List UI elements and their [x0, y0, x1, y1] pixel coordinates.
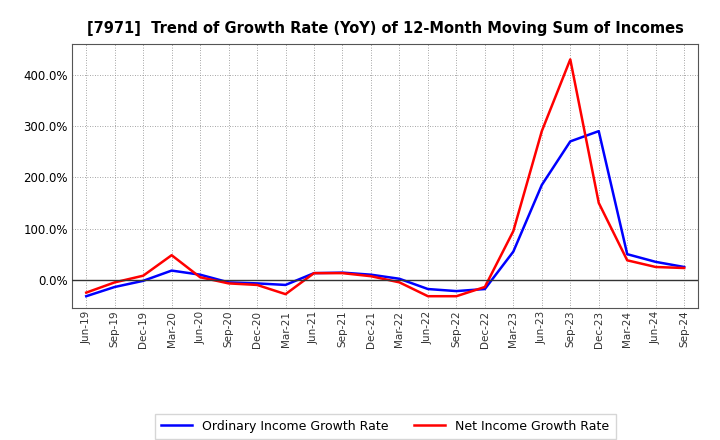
- Net Income Growth Rate: [652, 264, 660, 270]
- Net Income Growth Rate: [196, 275, 204, 280]
- Net Income Growth Rate: [480, 284, 489, 290]
- Net Income Growth Rate: [82, 290, 91, 295]
- Legend: Ordinary Income Growth Rate, Net Income Growth Rate: Ordinary Income Growth Rate, Net Income …: [155, 414, 616, 439]
- Net Income Growth Rate: [338, 271, 347, 276]
- Net Income Growth Rate: [509, 228, 518, 234]
- Net Income Growth Rate: [366, 274, 375, 279]
- Net Income Growth Rate: [566, 57, 575, 62]
- Net Income Growth Rate: [110, 280, 119, 285]
- Net Income Growth Rate: [452, 293, 461, 299]
- Ordinary Income Growth Rate: [509, 249, 518, 254]
- Ordinary Income Growth Rate: [196, 272, 204, 277]
- Ordinary Income Growth Rate: [282, 282, 290, 288]
- Net Income Growth Rate: [537, 128, 546, 134]
- Net Income Growth Rate: [253, 282, 261, 288]
- Net Income Growth Rate: [310, 271, 318, 276]
- Ordinary Income Growth Rate: [680, 264, 688, 270]
- Line: Ordinary Income Growth Rate: Ordinary Income Growth Rate: [86, 131, 684, 296]
- Net Income Growth Rate: [423, 293, 432, 299]
- Net Income Growth Rate: [595, 200, 603, 205]
- Ordinary Income Growth Rate: [110, 284, 119, 290]
- Ordinary Income Growth Rate: [452, 289, 461, 294]
- Ordinary Income Growth Rate: [423, 286, 432, 292]
- Net Income Growth Rate: [395, 280, 404, 285]
- Ordinary Income Growth Rate: [225, 280, 233, 285]
- Ordinary Income Growth Rate: [253, 281, 261, 286]
- Ordinary Income Growth Rate: [480, 286, 489, 292]
- Net Income Growth Rate: [680, 265, 688, 271]
- Ordinary Income Growth Rate: [595, 128, 603, 134]
- Net Income Growth Rate: [139, 273, 148, 279]
- Ordinary Income Growth Rate: [623, 252, 631, 257]
- Ordinary Income Growth Rate: [310, 271, 318, 276]
- Net Income Growth Rate: [623, 258, 631, 263]
- Ordinary Income Growth Rate: [395, 276, 404, 282]
- Ordinary Income Growth Rate: [167, 268, 176, 273]
- Ordinary Income Growth Rate: [82, 293, 91, 299]
- Net Income Growth Rate: [167, 253, 176, 258]
- Ordinary Income Growth Rate: [537, 182, 546, 187]
- Line: Net Income Growth Rate: Net Income Growth Rate: [86, 59, 684, 296]
- Title: [7971]  Trend of Growth Rate (YoY) of 12-Month Moving Sum of Incomes: [7971] Trend of Growth Rate (YoY) of 12-…: [87, 21, 683, 36]
- Net Income Growth Rate: [225, 281, 233, 286]
- Ordinary Income Growth Rate: [566, 139, 575, 144]
- Ordinary Income Growth Rate: [652, 259, 660, 264]
- Ordinary Income Growth Rate: [139, 278, 148, 283]
- Ordinary Income Growth Rate: [338, 270, 347, 275]
- Ordinary Income Growth Rate: [366, 272, 375, 277]
- Net Income Growth Rate: [282, 292, 290, 297]
